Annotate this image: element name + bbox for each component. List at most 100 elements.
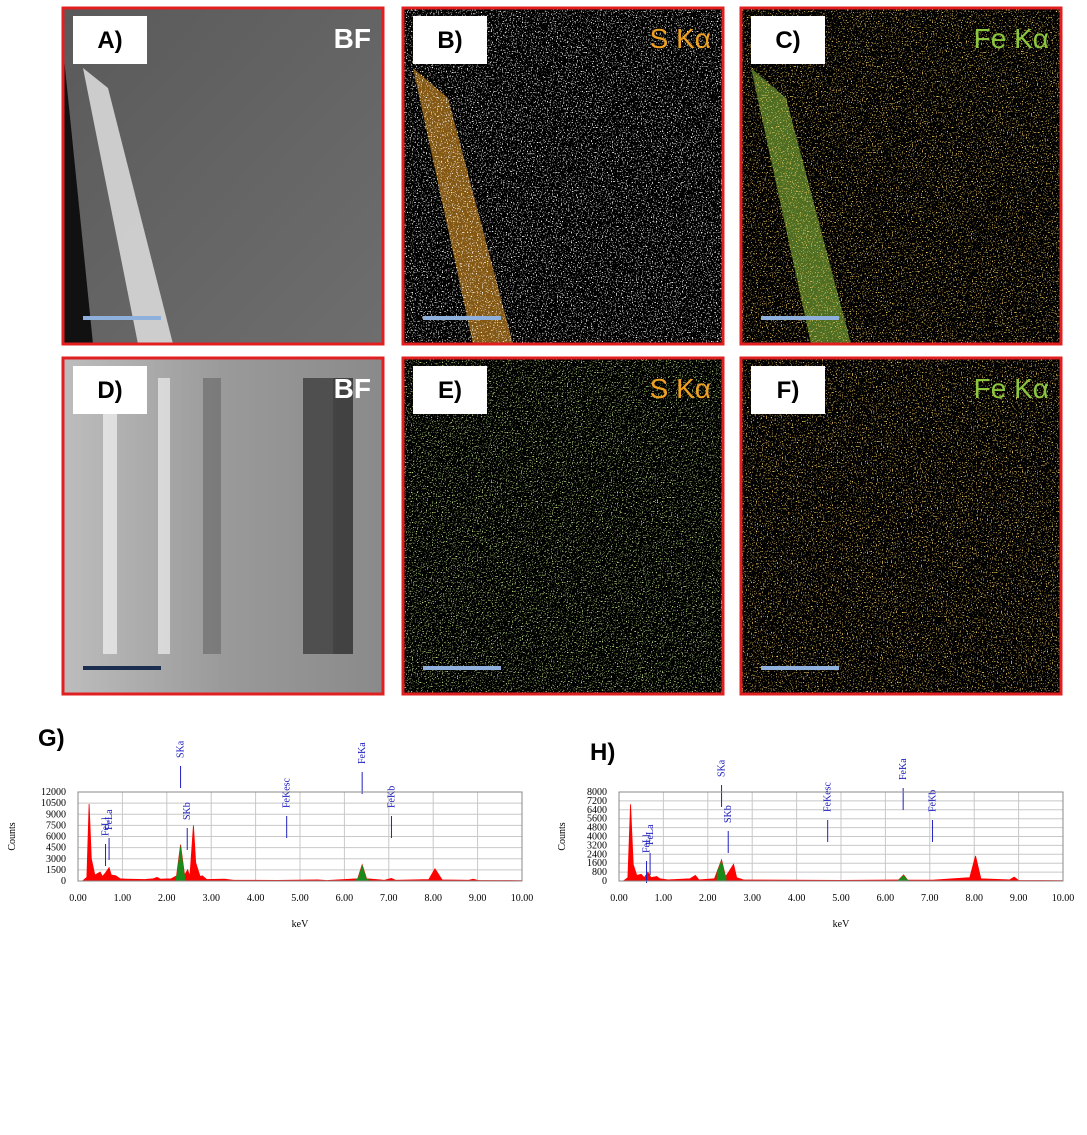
label-box (751, 16, 825, 64)
chart-title: H) (590, 739, 615, 766)
panel-border (739, 356, 1063, 696)
peak-label: SKb (723, 805, 734, 823)
highlight-area (175, 844, 186, 881)
x-tick-label: 10.00 (511, 893, 534, 904)
panel-border (739, 6, 1063, 346)
label-box (413, 16, 487, 64)
x-tick-label: 2.00 (699, 893, 717, 904)
panel-label: D) (97, 377, 122, 404)
y-tick-label: 7200 (587, 796, 607, 807)
panel-label: E) (438, 377, 462, 404)
peak-label: SKa (176, 740, 187, 758)
image-panel: B) S Kα (401, 6, 725, 346)
channel-label: BF (334, 373, 371, 404)
x-tick-label: 5.00 (832, 893, 850, 904)
x-axis-label: keV (833, 919, 850, 930)
y-tick-label: 4800 (587, 823, 607, 834)
y-tick-label: 3000 (46, 854, 66, 865)
x-tick-label: 4.00 (247, 893, 265, 904)
y-tick-label: 7500 (46, 820, 66, 831)
x-tick-label: 2.00 (158, 893, 176, 904)
x-tick-label: 3.00 (743, 893, 761, 904)
x-axis-label: keV (292, 919, 309, 930)
highlight-area (897, 874, 909, 881)
y-tick-label: 4000 (587, 832, 607, 843)
peak-label: SKa (717, 759, 728, 777)
channel-label: BF (334, 23, 371, 54)
y-tick-label: 3200 (587, 840, 607, 851)
x-tick-label: 7.00 (380, 893, 398, 904)
panel-border (61, 356, 385, 696)
y-axis-label: Counts (7, 822, 18, 850)
y-axis-label: Counts (557, 822, 568, 850)
x-tick-label: 7.00 (921, 893, 939, 904)
image-panel: E) S Kα (401, 356, 725, 696)
x-tick-label: 0.00 (69, 893, 87, 904)
image-panel: D) BF (61, 356, 385, 696)
panel-label: B) (437, 27, 462, 54)
y-tick-label: 10500 (41, 798, 66, 809)
highlight-area (355, 864, 369, 881)
x-tick-label: 8.00 (424, 893, 442, 904)
panel-label: F) (777, 377, 800, 404)
x-tick-label: 8.00 (965, 893, 983, 904)
peak-label: FeKesc (823, 781, 834, 812)
panel-label: A) (97, 27, 122, 54)
x-tick-label: 1.00 (114, 893, 132, 904)
streak (333, 378, 353, 654)
spectrum-area (622, 804, 1064, 882)
x-tick-label: 6.00 (336, 893, 354, 904)
y-tick-label: 5600 (587, 814, 607, 825)
x-tick-label: 9.00 (469, 893, 487, 904)
y-tick-label: 800 (592, 867, 607, 878)
y-tick-label: 12000 (41, 787, 66, 798)
x-tick-label: 4.00 (788, 893, 806, 904)
peak-label: FeLl (642, 834, 653, 853)
peak-label: FeKa (357, 742, 368, 764)
peak-label: FeKesc (282, 777, 293, 808)
image-panel: A) BF (61, 6, 385, 346)
spectrum-area (81, 803, 523, 882)
panel-border (401, 356, 725, 696)
x-tick-label: 6.00 (877, 893, 895, 904)
x-tick-label: 9.00 (1010, 893, 1028, 904)
y-tick-label: 6400 (587, 805, 607, 816)
y-tick-label: 4500 (46, 843, 66, 854)
y-tick-label: 9000 (46, 809, 66, 820)
peak-label: FeLl (101, 817, 112, 836)
dark-region (63, 48, 93, 344)
panel-border (61, 6, 385, 346)
panel-label: C) (775, 27, 800, 54)
plot-frame (618, 791, 1064, 882)
x-tick-label: 5.00 (291, 893, 309, 904)
y-tick-label: 2400 (587, 849, 607, 860)
y-tick-label: 0 (61, 876, 66, 887)
plot-frame (77, 791, 523, 882)
bright-streak (83, 68, 173, 344)
chart-title: G) (38, 725, 65, 752)
label-box (413, 366, 487, 414)
streak (103, 378, 117, 654)
label-box (73, 16, 147, 64)
streak (303, 378, 333, 654)
x-tick-label: 3.00 (202, 893, 220, 904)
peak-label: FeLa (104, 809, 115, 830)
y-tick-label: 1500 (46, 865, 66, 876)
y-tick-label: 0 (602, 876, 607, 887)
label-box (73, 366, 147, 414)
highlight-area (716, 859, 727, 881)
y-tick-label: 8000 (587, 787, 607, 798)
streak (203, 378, 221, 654)
peak-label: FeKa (898, 758, 909, 780)
x-tick-label: 10.00 (1052, 893, 1075, 904)
peak-label: FeKb (927, 790, 938, 812)
peak-label: SKb (182, 802, 193, 820)
peak-label: FeKb (386, 786, 397, 808)
image-panel: F) Fe Kα (739, 356, 1063, 696)
peak-label: FeLa (645, 824, 656, 845)
y-tick-label: 6000 (46, 832, 66, 843)
label-box (751, 366, 825, 414)
x-tick-label: 1.00 (655, 893, 673, 904)
